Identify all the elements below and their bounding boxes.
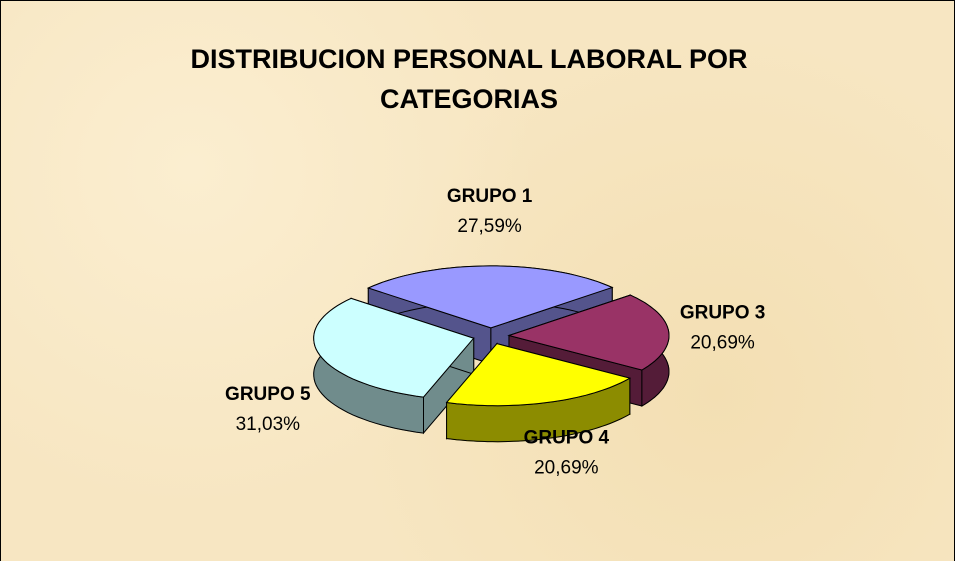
chart-title: DISTRIBUCION PERSONAL LABORAL POR CATEGO… [190, 44, 748, 114]
slice-top [445, 343, 632, 407]
pie-slice [313, 297, 475, 435]
category-label: GRUPO 5 [225, 384, 311, 405]
pie-slice [445, 342, 632, 443]
value-label: 27,59% [457, 216, 522, 237]
slice-top [313, 297, 475, 398]
slice-top [507, 294, 670, 371]
slice-top [366, 265, 614, 329]
value-label: 20,69% [690, 333, 755, 354]
category-label: GRUPO 3 [680, 303, 766, 324]
category-label: GRUPO 4 [524, 427, 610, 448]
value-label: 31,03% [236, 414, 301, 435]
category-label: GRUPO 1 [447, 186, 533, 207]
value-label: 20,69% [534, 457, 599, 478]
